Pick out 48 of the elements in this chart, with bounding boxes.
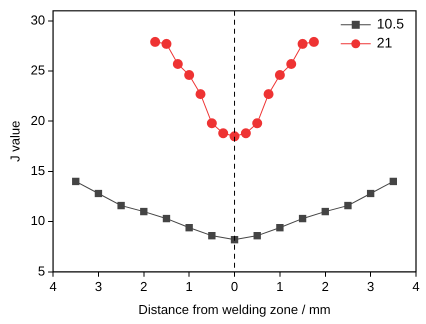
y-tick-label: 30 bbox=[30, 12, 46, 28]
point bbox=[240, 128, 251, 138]
point bbox=[298, 38, 308, 49]
x-tick-label: 1 bbox=[186, 279, 193, 294]
x-tick-label: 0 bbox=[230, 279, 238, 294]
point bbox=[298, 214, 306, 222]
point bbox=[252, 118, 262, 128]
legend-label: 10.5 bbox=[376, 16, 404, 32]
point bbox=[254, 232, 261, 240]
point bbox=[140, 208, 148, 216]
point bbox=[117, 202, 125, 210]
point bbox=[230, 131, 240, 142]
y-tick-label: 20 bbox=[30, 112, 46, 128]
point bbox=[206, 118, 217, 128]
point bbox=[322, 208, 329, 216]
y-tick-label: 25 bbox=[30, 62, 46, 78]
x-tick-label: 2 bbox=[140, 279, 148, 294]
point bbox=[72, 178, 80, 186]
x-tick-label: 1 bbox=[276, 279, 284, 294]
x-tick-label: 3 bbox=[94, 279, 102, 294]
point bbox=[161, 38, 172, 49]
x-axis-title: Distance from welding zone / mm bbox=[138, 302, 331, 317]
legend-label: 21 bbox=[376, 34, 393, 51]
x-tick-label: 2 bbox=[322, 279, 329, 294]
y-tick-label: 15 bbox=[30, 162, 46, 178]
point bbox=[185, 224, 193, 232]
point bbox=[208, 232, 216, 240]
x-tick-label: 4 bbox=[412, 279, 420, 294]
point bbox=[162, 214, 170, 222]
point bbox=[390, 178, 397, 186]
y-axis-title: J value bbox=[7, 120, 22, 162]
point bbox=[172, 59, 183, 70]
point bbox=[366, 190, 374, 198]
point bbox=[344, 202, 352, 210]
point bbox=[308, 36, 319, 47]
point bbox=[286, 59, 296, 70]
point bbox=[274, 70, 285, 80]
point bbox=[264, 89, 274, 100]
x-tick-label: 3 bbox=[367, 279, 374, 294]
y-tick-label: 5 bbox=[38, 263, 46, 278]
point bbox=[184, 70, 194, 80]
point bbox=[150, 36, 160, 47]
point bbox=[218, 128, 228, 138]
x-tick-label: 4 bbox=[49, 279, 57, 294]
point bbox=[276, 224, 284, 232]
point bbox=[94, 190, 102, 198]
y-tick-label: 10 bbox=[30, 213, 46, 228]
point bbox=[196, 89, 206, 100]
